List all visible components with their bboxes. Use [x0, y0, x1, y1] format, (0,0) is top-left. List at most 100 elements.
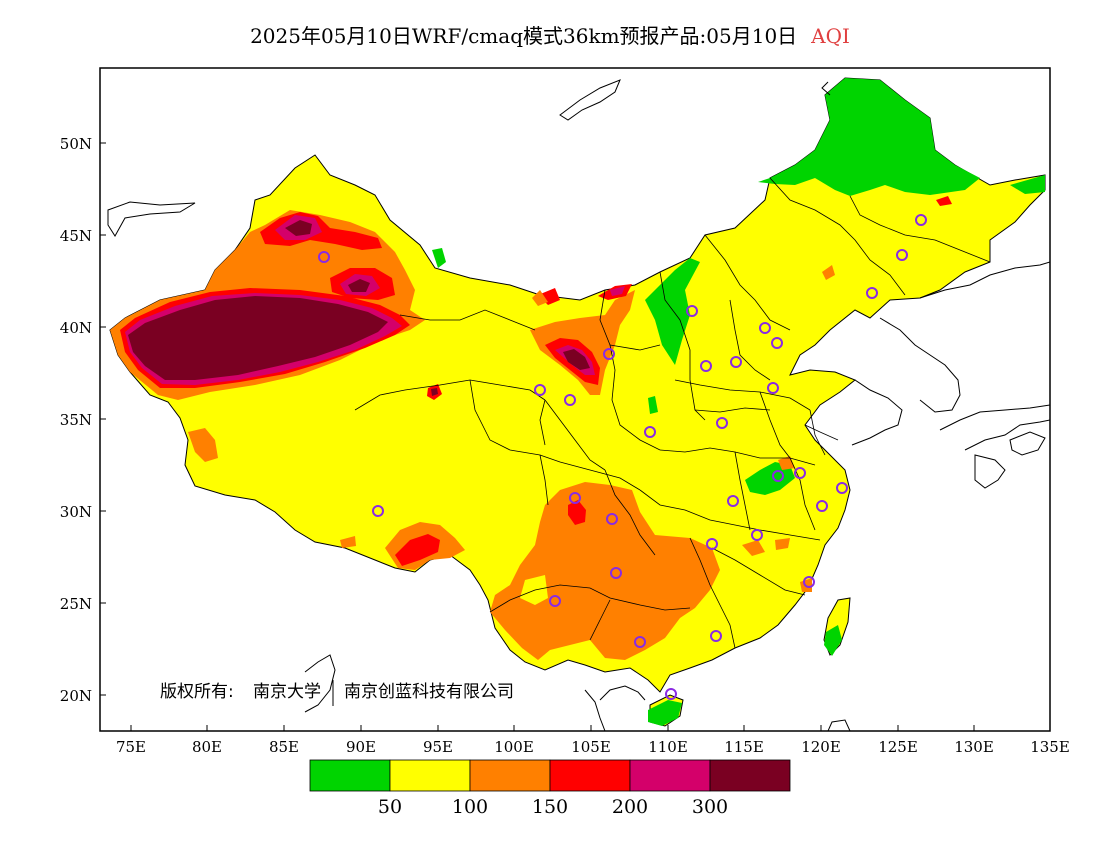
station-marker	[569, 492, 581, 504]
station-marker	[564, 394, 576, 406]
x-tick-label: 125E	[878, 738, 918, 756]
hetao-hazardous-zone	[563, 349, 590, 370]
legend-label: 300	[692, 796, 728, 818]
station-marker	[644, 426, 656, 438]
heilongjiang-red-spot	[936, 196, 952, 206]
jilin-orange-patch	[822, 265, 835, 280]
station-marker	[816, 500, 828, 512]
copyright-label: 版权所有:	[160, 682, 234, 702]
station-marker	[686, 305, 698, 317]
station-marker	[771, 337, 783, 349]
alxa-orange-spot	[532, 290, 548, 306]
y-axis	[100, 142, 106, 696]
x-tick-label: 115E	[724, 738, 764, 756]
station-marker	[730, 356, 742, 368]
x-tick-label: 130E	[954, 738, 994, 756]
xj-green-patch	[432, 248, 446, 268]
legend-label: 200	[612, 796, 648, 818]
x-tick-label: 135E	[1030, 738, 1070, 756]
central-green-patch	[745, 462, 795, 495]
station-marker	[700, 360, 712, 372]
hunan-orange-patch	[742, 540, 765, 556]
hetao-orange-zone	[530, 290, 635, 395]
map-frame	[99, 67, 1051, 732]
x-tick-label: 95E	[423, 738, 453, 756]
y-tick-label: 30N	[60, 503, 92, 521]
station-marker	[549, 595, 561, 607]
legend-swatch-sensitive	[469, 759, 551, 792]
x-tick-label: 100E	[494, 738, 534, 756]
station-marker	[915, 214, 927, 226]
qinghai-hazardous-spot	[431, 388, 438, 396]
station-marker	[836, 482, 848, 494]
southwest-orange-zone	[490, 482, 720, 660]
taiwan-green	[824, 625, 842, 656]
station-marker	[706, 538, 718, 550]
station-marker	[603, 348, 615, 360]
y-tick-label: 25N	[60, 595, 92, 613]
y-tick-label: 45N	[60, 227, 92, 245]
tibet-orange-spot	[188, 428, 218, 462]
legend-swatch-good	[309, 759, 391, 792]
alxa-red-spot	[538, 288, 560, 305]
y-tick-label: 35N	[60, 411, 92, 429]
small-green-patch	[648, 396, 658, 414]
copyright-org-2: 南京创蓝科技有限公司	[344, 682, 514, 702]
station-marker	[751, 529, 763, 541]
copyright-org-1: 南京大学	[253, 682, 321, 702]
station-marker	[318, 251, 330, 263]
station-marker	[767, 382, 779, 394]
x-tick-label: 120E	[801, 738, 841, 756]
station-marker	[634, 636, 646, 648]
legend-label: 50	[378, 796, 402, 818]
map-layers	[107, 77, 1050, 731]
x-tick-label: 105E	[571, 738, 611, 756]
station-marker	[716, 417, 728, 429]
sichuan-red-spot	[568, 500, 586, 525]
station-marker	[610, 567, 622, 579]
tibet-south-red	[395, 534, 440, 566]
station-marker	[772, 470, 784, 482]
province-boundaries	[354, 177, 991, 649]
dzungaria-hazardous-zone	[285, 220, 312, 236]
station-marker	[534, 384, 546, 396]
station-marker	[372, 505, 384, 517]
north-green-zone	[645, 258, 700, 365]
y-tick-label: 40N	[60, 319, 92, 337]
legend-label: 100	[452, 796, 488, 818]
legend-swatch-hazardous	[709, 759, 791, 792]
title-variable: AQI	[811, 24, 850, 48]
x-tick-label: 85E	[269, 738, 299, 756]
x-axis	[130, 725, 1051, 731]
hainan-green	[648, 700, 682, 726]
northeast-green-tip	[1010, 175, 1045, 194]
x-tick-label: 90E	[346, 738, 376, 756]
y-tick-label: 20N	[60, 687, 92, 705]
turpan-hazardous-zone	[348, 279, 370, 292]
station-marker	[665, 688, 677, 700]
station-marker	[896, 249, 908, 261]
baotou-purple-spot	[610, 286, 625, 296]
title-main: 2025年05月10日WRF/cmaq模式36km预报产品:05月10日	[250, 24, 798, 48]
station-marker	[866, 287, 878, 299]
legend-swatch-moderate	[389, 759, 471, 792]
northeast-green-zone	[758, 78, 980, 196]
station-marker	[727, 495, 739, 507]
station-marker	[794, 467, 806, 479]
small-orange-patch	[340, 536, 356, 548]
y-tick-label: 50N	[60, 135, 92, 153]
tarim-hazardous-zone	[128, 296, 388, 380]
legend-swatch-unhealthy	[549, 759, 631, 792]
station-marker	[606, 513, 618, 525]
x-tick-label: 110E	[648, 738, 688, 756]
jiangxi-orange-patch	[775, 538, 790, 550]
x-tick-label: 80E	[192, 738, 222, 756]
legend-label: 150	[532, 796, 568, 818]
station-marker	[759, 322, 771, 334]
x-tick-label: 75E	[116, 738, 146, 756]
map-title: 2025年05月10日WRF/cmaq模式36km预报产品:05月10日 AQI	[0, 20, 1100, 49]
neighbor-outlines	[107, 79, 1050, 731]
station-marker	[803, 576, 815, 588]
station-marker	[710, 630, 722, 642]
